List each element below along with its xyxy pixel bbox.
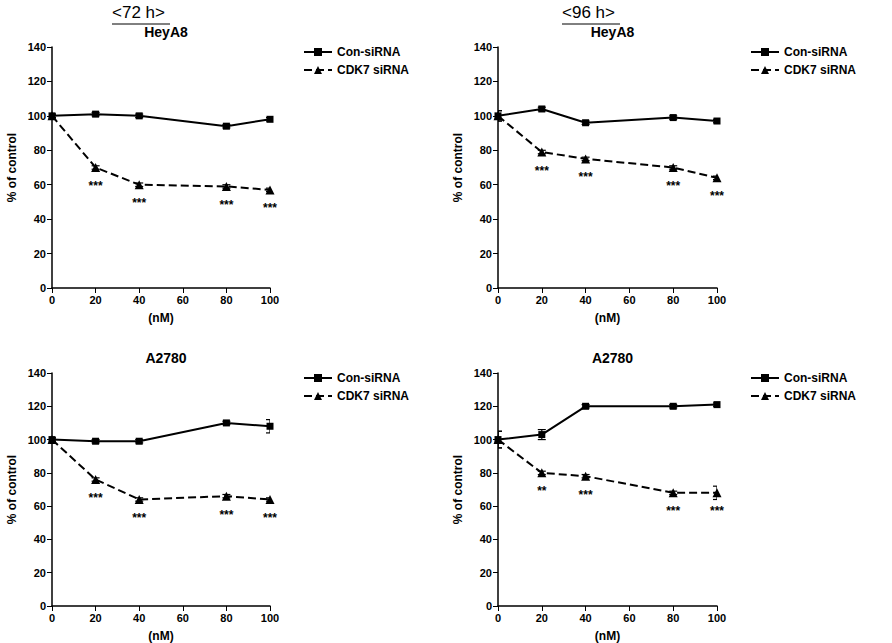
- svg-text:20: 20: [89, 612, 101, 624]
- svg-text:***: ***: [535, 164, 549, 178]
- svg-text:***: ***: [579, 170, 593, 184]
- svg-text:***: ***: [666, 504, 680, 518]
- svg-text:80: 80: [667, 612, 679, 624]
- svg-text:***: ***: [89, 179, 103, 193]
- svg-text:CDK7 siRNA: CDK7 siRNA: [784, 389, 856, 403]
- svg-text:20: 20: [536, 612, 548, 624]
- svg-text:80: 80: [34, 144, 46, 156]
- svg-text:60: 60: [177, 612, 189, 624]
- svg-text:<72 h>: <72 h>: [112, 3, 165, 22]
- svg-text:80: 80: [667, 294, 679, 306]
- svg-text:0: 0: [495, 612, 501, 624]
- svg-text:A2780: A2780: [592, 350, 633, 366]
- svg-text:40: 40: [480, 533, 492, 545]
- svg-text:0: 0: [49, 294, 55, 306]
- svg-text:120: 120: [28, 75, 46, 87]
- svg-text:0: 0: [49, 612, 55, 624]
- svg-text:100: 100: [474, 110, 492, 122]
- svg-text:140: 140: [474, 41, 492, 53]
- svg-text:A2780: A2780: [145, 350, 186, 366]
- svg-text:***: ***: [263, 201, 277, 215]
- svg-text:***: ***: [219, 198, 233, 212]
- svg-text:20: 20: [89, 294, 101, 306]
- svg-text:80: 80: [480, 467, 492, 479]
- svg-text:(nM): (nM): [148, 311, 173, 325]
- svg-text:CDK7 siRNA: CDK7 siRNA: [337, 63, 409, 77]
- svg-text:***: ***: [89, 491, 103, 505]
- svg-text:120: 120: [474, 75, 492, 87]
- svg-text:***: ***: [710, 504, 724, 518]
- svg-text:0: 0: [40, 282, 46, 294]
- svg-text:40: 40: [579, 612, 591, 624]
- svg-text:100: 100: [261, 294, 279, 306]
- svg-text:140: 140: [474, 367, 492, 379]
- svg-text:60: 60: [480, 500, 492, 512]
- svg-text:Con-siRNA: Con-siRNA: [337, 371, 401, 385]
- svg-text:% of control: % of control: [451, 133, 465, 202]
- svg-text:60: 60: [34, 179, 46, 191]
- svg-text:60: 60: [623, 612, 635, 624]
- svg-text:100: 100: [474, 434, 492, 446]
- svg-text:20: 20: [34, 567, 46, 579]
- svg-text:Con-siRNA: Con-siRNA: [784, 45, 848, 59]
- svg-text:% of control: % of control: [5, 455, 19, 524]
- svg-text:120: 120: [28, 400, 46, 412]
- svg-text:40: 40: [480, 213, 492, 225]
- svg-text:80: 80: [220, 612, 232, 624]
- svg-text:***: ***: [579, 488, 593, 502]
- svg-text:***: ***: [132, 196, 146, 210]
- svg-text:40: 40: [34, 213, 46, 225]
- svg-text:20: 20: [480, 248, 492, 260]
- svg-text:<96 h>: <96 h>: [562, 3, 615, 22]
- svg-text:Con-siRNA: Con-siRNA: [784, 371, 848, 385]
- svg-text:HeyA8: HeyA8: [591, 24, 635, 40]
- svg-text:80: 80: [34, 467, 46, 479]
- svg-text:***: ***: [710, 189, 724, 203]
- svg-text:0: 0: [486, 600, 492, 612]
- svg-text:0: 0: [486, 282, 492, 294]
- svg-text:60: 60: [177, 294, 189, 306]
- svg-text:0: 0: [40, 600, 46, 612]
- svg-text:CDK7 siRNA: CDK7 siRNA: [337, 389, 409, 403]
- svg-text:(nM): (nM): [148, 629, 173, 643]
- svg-text:40: 40: [34, 533, 46, 545]
- svg-text:80: 80: [220, 294, 232, 306]
- svg-text:***: ***: [219, 508, 233, 522]
- svg-text:80: 80: [480, 144, 492, 156]
- svg-text:***: ***: [132, 511, 146, 525]
- svg-text:% of control: % of control: [451, 455, 465, 524]
- svg-text:(nM): (nM): [595, 311, 620, 325]
- svg-text:40: 40: [133, 294, 145, 306]
- svg-text:120: 120: [474, 400, 492, 412]
- svg-text:100: 100: [708, 612, 726, 624]
- svg-text:100: 100: [708, 294, 726, 306]
- svg-text:140: 140: [28, 367, 46, 379]
- svg-text:100: 100: [28, 110, 46, 122]
- svg-text:60: 60: [480, 179, 492, 191]
- svg-text:(nM): (nM): [595, 629, 620, 643]
- svg-text:100: 100: [261, 612, 279, 624]
- svg-text:20: 20: [536, 294, 548, 306]
- svg-text:CDK7 siRNA: CDK7 siRNA: [784, 63, 856, 77]
- svg-text:**: **: [537, 484, 547, 498]
- svg-text:60: 60: [34, 500, 46, 512]
- svg-text:40: 40: [133, 612, 145, 624]
- svg-text:HeyA8: HeyA8: [144, 24, 188, 40]
- svg-text:0: 0: [495, 294, 501, 306]
- svg-text:% of control: % of control: [5, 133, 19, 202]
- svg-text:***: ***: [263, 511, 277, 525]
- svg-text:20: 20: [34, 248, 46, 260]
- svg-text:Con-siRNA: Con-siRNA: [337, 45, 401, 59]
- svg-text:60: 60: [623, 294, 635, 306]
- svg-text:40: 40: [579, 294, 591, 306]
- svg-text:100: 100: [28, 434, 46, 446]
- svg-text:20: 20: [480, 567, 492, 579]
- svg-text:140: 140: [28, 41, 46, 53]
- svg-text:***: ***: [666, 179, 680, 193]
